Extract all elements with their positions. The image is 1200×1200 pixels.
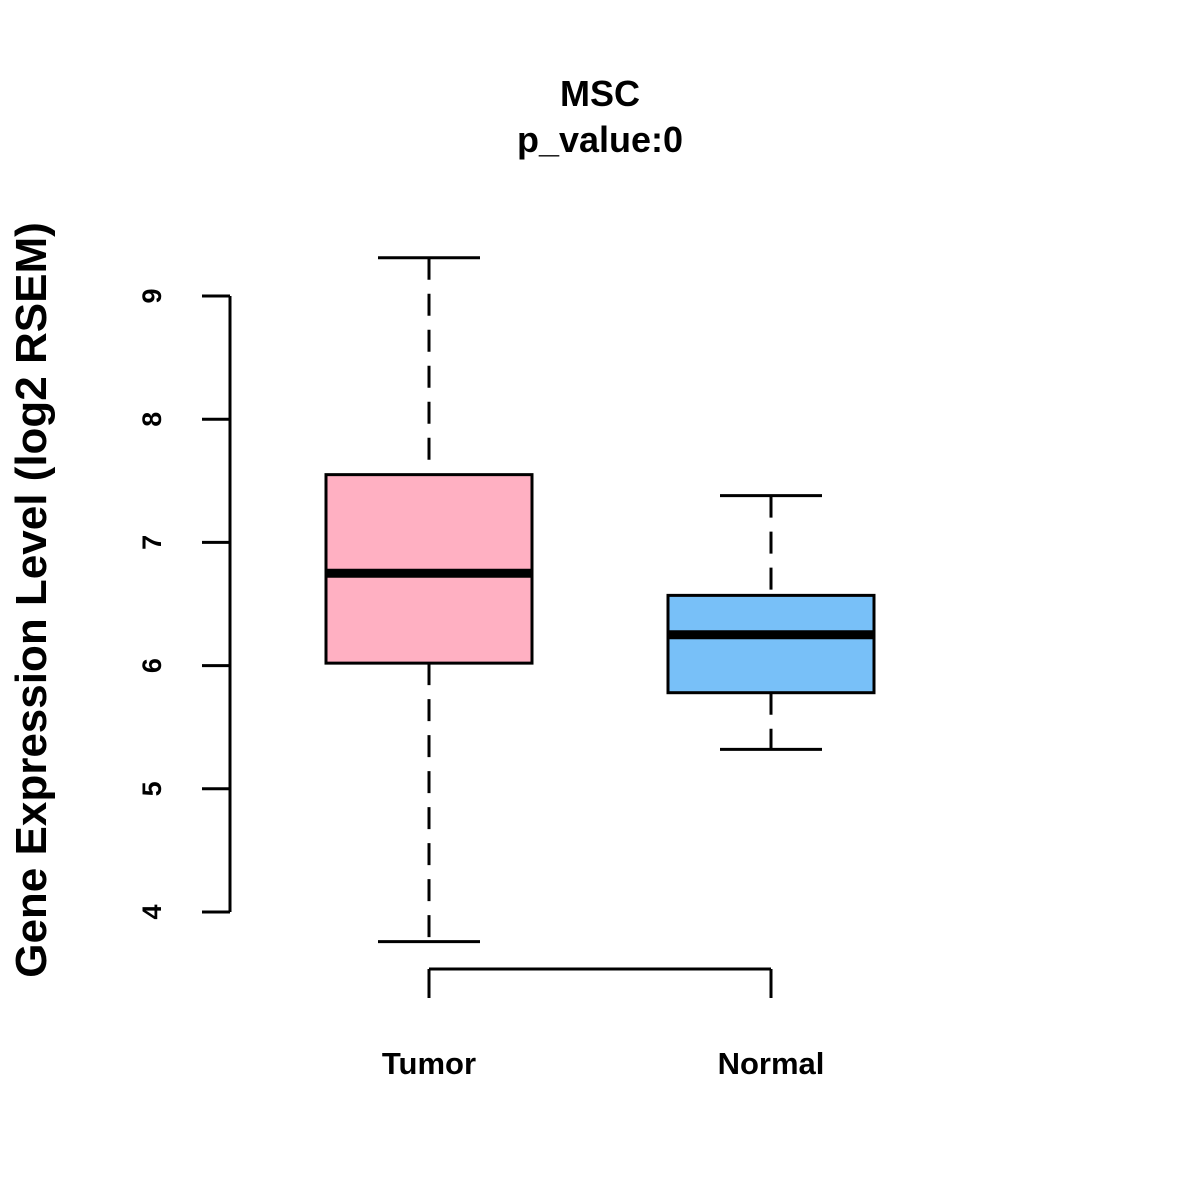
y-axis: 4 5 6 7 8 9 bbox=[137, 288, 232, 920]
y-tick-label-5: 5 bbox=[137, 781, 167, 796]
y-axis-label: Gene Expression Level (log2 RSEM) bbox=[7, 222, 56, 978]
y-tick-label-6: 6 bbox=[137, 658, 167, 673]
chart-title: MSC bbox=[560, 73, 640, 114]
y-tick-label-4: 4 bbox=[137, 904, 167, 919]
iqr-box-normal bbox=[666, 593, 876, 695]
y-tick-label-7: 7 bbox=[137, 535, 167, 550]
x-axis: Tumor Normal bbox=[382, 967, 825, 1081]
box-tumor bbox=[324, 256, 534, 944]
y-tick-label-8: 8 bbox=[137, 412, 167, 427]
x-tick-label-normal: Normal bbox=[718, 1046, 825, 1081]
boxes bbox=[324, 256, 876, 944]
x-tick-label-tumor: Tumor bbox=[382, 1046, 476, 1081]
chart-subtitle: p_value:0 bbox=[517, 119, 683, 160]
box-normal bbox=[666, 494, 876, 751]
y-tick-label-9: 9 bbox=[137, 288, 167, 303]
